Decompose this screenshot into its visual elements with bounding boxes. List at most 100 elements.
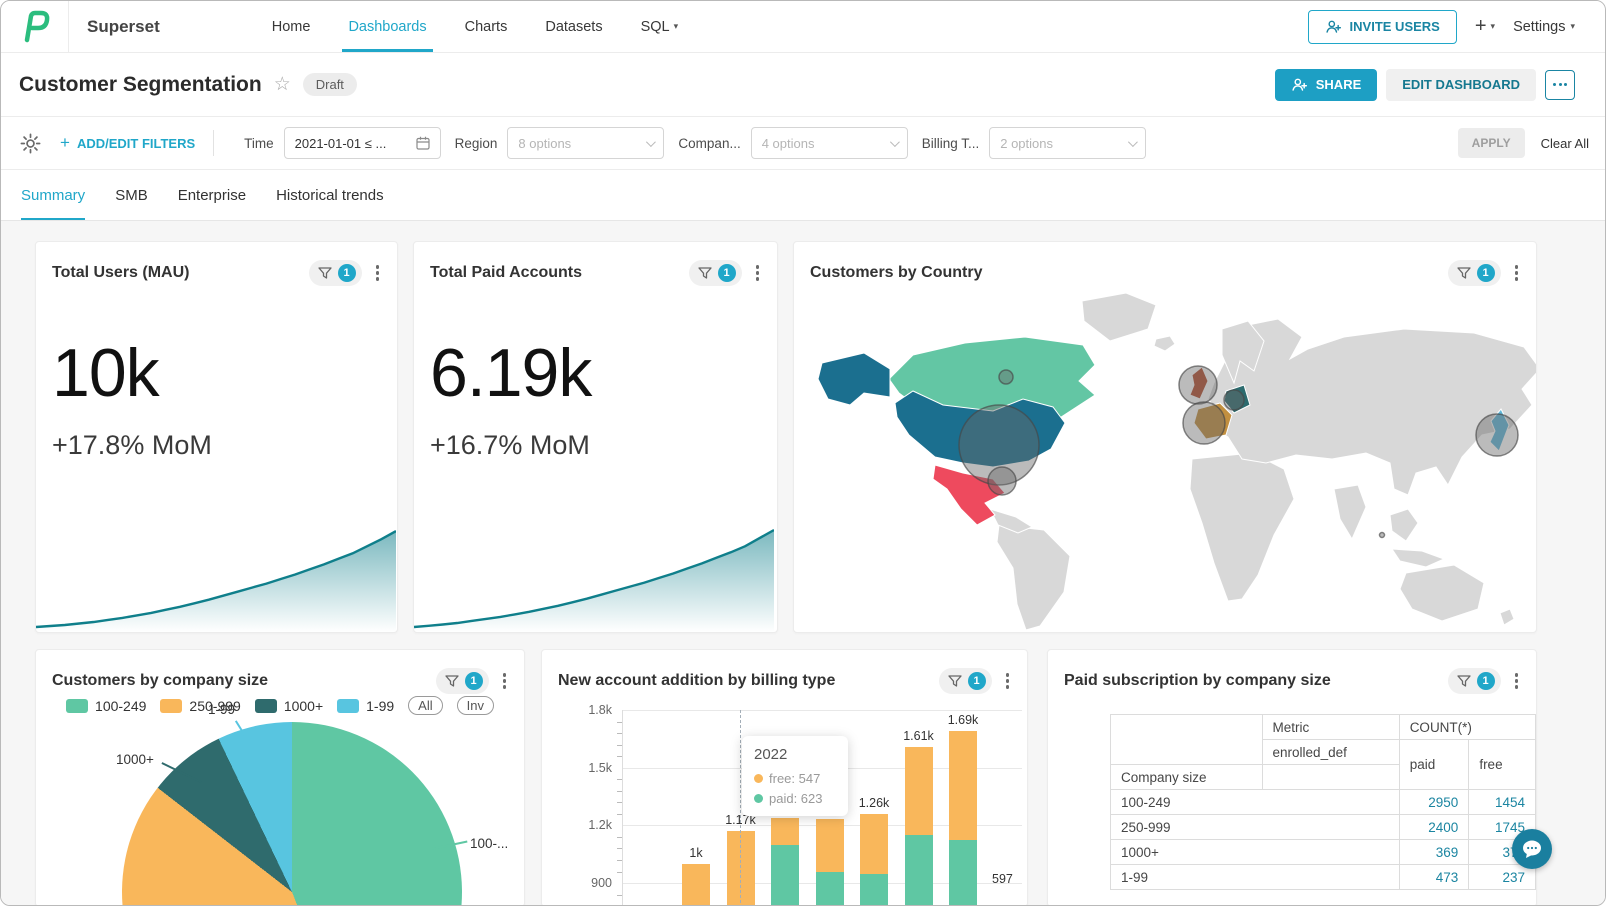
- world-map-chart[interactable]: [794, 287, 1537, 632]
- nav-item-datasets[interactable]: Datasets: [545, 18, 603, 35]
- region-filter-select[interactable]: 8 options: [507, 127, 665, 159]
- pivot-table: Metric COUNT(*) enrolled_def paid free C…: [1110, 714, 1536, 890]
- chart-title: Customers by Country: [810, 264, 983, 281]
- legend-inv-button[interactable]: Inv: [456, 696, 494, 715]
- nav-item-charts[interactable]: Charts: [464, 18, 508, 35]
- chart-menu-button[interactable]: [1509, 261, 1525, 285]
- preset-logo[interactable]: [1, 1, 69, 52]
- stacked-bar[interactable]: [771, 817, 799, 905]
- filter-count-badge: 1: [1476, 264, 1495, 282]
- paid-subscription-card: Paid subscription by company size 1 Metr…: [1047, 649, 1537, 905]
- filter-count-badge: 1: [967, 672, 986, 690]
- dashboard-tabs: Summary SMB Enterprise Historical trends: [1, 170, 1605, 221]
- chart-menu-button[interactable]: [1000, 669, 1016, 693]
- share-button[interactable]: SHARE: [1274, 68, 1378, 101]
- caret-down-icon: ▾: [673, 21, 679, 31]
- pie-chart[interactable]: [122, 722, 462, 905]
- applied-filters-pill[interactable]: 1: [1447, 260, 1501, 286]
- chart-menu-button[interactable]: [750, 261, 766, 285]
- minor-tick: [617, 790, 622, 792]
- apply-filters-button[interactable]: APPLY: [1457, 128, 1525, 158]
- chart-menu-button[interactable]: [370, 261, 386, 285]
- minor-tick: [617, 802, 622, 804]
- tab-summary[interactable]: Summary: [21, 170, 86, 220]
- filter-label-billing: Billing T...: [921, 135, 980, 151]
- calendar-icon: [416, 136, 430, 150]
- minor-tick: [617, 894, 622, 896]
- stacked-bar[interactable]: [904, 746, 933, 905]
- kpi-value: 6.19k: [430, 335, 592, 411]
- stacked-bar[interactable]: [682, 863, 710, 905]
- company-filter-select[interactable]: 4 options: [750, 127, 908, 159]
- more-options-button[interactable]: [1545, 69, 1575, 100]
- col-header-free[interactable]: free: [1468, 739, 1536, 790]
- country-bubble: [987, 466, 1017, 496]
- legend-item[interactable]: 250-999: [160, 698, 241, 714]
- kpi-delta: +16.7% MoM: [430, 430, 590, 460]
- legend-item[interactable]: 100-249: [66, 698, 146, 714]
- pie-callout-1000plus: 1000+: [116, 752, 154, 767]
- filter-count-badge: 1: [1476, 672, 1495, 690]
- col-header-enrolled[interactable]: enrolled_def: [1261, 739, 1400, 765]
- row-header-company-size[interactable]: Company size: [1110, 764, 1263, 790]
- minor-tick: [617, 744, 622, 746]
- minor-tick: [617, 756, 622, 758]
- stacked-bar-plot[interactable]: 1.8k 1.5k 1.2k 900 1k 1.17k 1.26k 1.61k 1.69k: [588, 703, 1022, 905]
- filter-label-company: Compan...: [678, 135, 741, 151]
- clear-all-button[interactable]: Clear All: [1540, 135, 1589, 151]
- billing-filter-select[interactable]: 2 options: [989, 127, 1147, 159]
- filter-funnel-icon: [444, 675, 459, 687]
- filter-count-badge: 1: [717, 264, 736, 282]
- nav-item-dashboards[interactable]: Dashboards: [342, 1, 433, 52]
- chart-menu-button[interactable]: [1509, 669, 1525, 693]
- add-edit-filters-button[interactable]: + ADD/EDIT FILTERS: [60, 133, 196, 152]
- map-bubbles: [958, 365, 1519, 539]
- chart-title: Customers by company size: [52, 672, 269, 689]
- stacked-bar[interactable]: [860, 813, 888, 905]
- chat-support-button[interactable]: [1512, 829, 1552, 869]
- africa: [1189, 452, 1295, 602]
- country-bubble: [1475, 413, 1519, 457]
- col-header-paid[interactable]: paid: [1398, 739, 1470, 790]
- iceland: [1153, 335, 1176, 352]
- bar-value-label: 1.61k: [903, 728, 934, 743]
- south-america: [996, 524, 1071, 631]
- edit-dashboard-button[interactable]: EDIT DASHBOARD: [1386, 68, 1536, 101]
- favorite-star-icon[interactable]: ☆: [273, 74, 291, 95]
- applied-filters-pill[interactable]: 1: [688, 260, 742, 286]
- y-axis-label: 1.8k: [588, 703, 612, 717]
- col-header-count[interactable]: COUNT(*): [1398, 714, 1536, 740]
- settings-dropdown[interactable]: Settings ▾: [1513, 18, 1575, 35]
- filter-funnel-icon: [947, 675, 962, 687]
- applied-filters-pill[interactable]: 1: [1447, 668, 1501, 694]
- applied-filters-pill[interactable]: 1: [308, 260, 362, 286]
- customers-by-company-size-card: Customers by company size 1 100-249 250-…: [35, 649, 525, 905]
- filter-label-region: Region: [454, 135, 498, 151]
- legend-item[interactable]: 1000+: [254, 698, 323, 714]
- filter-label-time: Time: [244, 135, 274, 151]
- new-item-dropdown[interactable]: + ▾: [1475, 15, 1495, 38]
- col-header-metric[interactable]: Metric: [1261, 714, 1400, 740]
- tab-smb[interactable]: SMB: [115, 186, 148, 204]
- invite-users-button[interactable]: INVITE USERS: [1307, 9, 1457, 44]
- applied-filters-pill[interactable]: 1: [435, 668, 489, 694]
- nav-item-sql[interactable]: SQL ▾: [640, 18, 679, 35]
- person-add-icon: [1325, 20, 1341, 33]
- legend-all-button[interactable]: All: [408, 696, 443, 715]
- chevron-down-icon: [889, 136, 900, 147]
- central-america: [989, 508, 1034, 534]
- time-filter-input[interactable]: 2021-01-01 ≤ ...: [283, 127, 441, 159]
- nav-item-home[interactable]: Home: [271, 18, 311, 35]
- bar-value-label: 1.26k: [858, 795, 890, 810]
- stacked-bar[interactable]: [949, 731, 977, 905]
- chart-menu-button[interactable]: [497, 669, 513, 693]
- tab-enterprise[interactable]: Enterprise: [177, 186, 247, 204]
- gear-icon[interactable]: [19, 132, 42, 155]
- legend-item[interactable]: 1-99: [337, 698, 394, 714]
- southeast-asia: [1389, 508, 1419, 542]
- customers-by-country-card: Customers by Country 1: [793, 241, 1537, 633]
- stacked-bar[interactable]: [815, 819, 844, 905]
- applied-filters-pill[interactable]: 1: [938, 668, 992, 694]
- tab-historical-trends[interactable]: Historical trends: [276, 186, 384, 204]
